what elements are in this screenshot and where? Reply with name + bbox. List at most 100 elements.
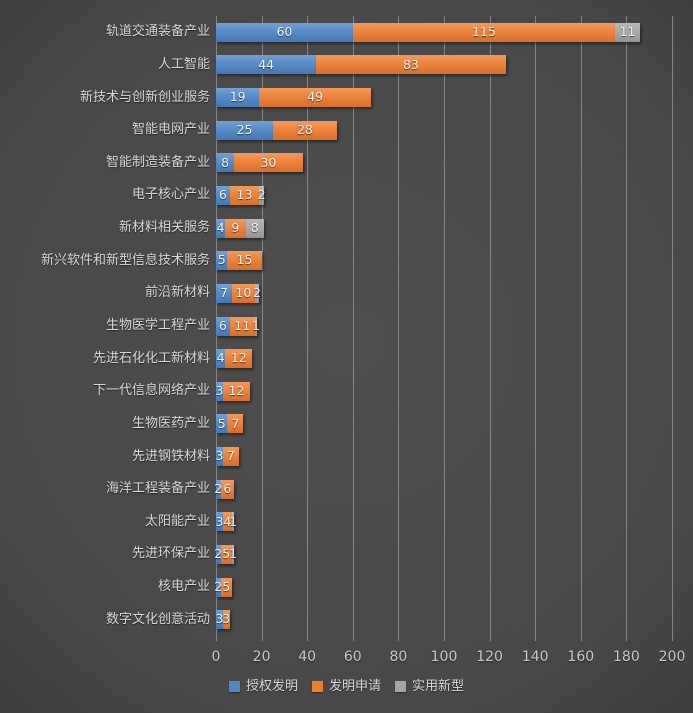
value-label: 6 <box>218 187 227 203</box>
value-label: 30 <box>260 154 277 170</box>
bar-segment-授权发明: 3 <box>215 610 224 630</box>
value-label: 4 <box>216 219 225 235</box>
bar-segment-授权发明: 6 <box>216 316 230 336</box>
bar-segment-实用新型: 1 <box>229 512 237 532</box>
gridline <box>261 16 263 641</box>
bar-segment-发明申请: 10 <box>231 283 255 303</box>
y-axis-category-label: 智能电网产业 <box>131 122 210 138</box>
x-axis-tick-label: 60 <box>343 649 362 665</box>
bar-row: 8 30 <box>216 153 303 173</box>
bar-segment-实用新型: 8 <box>245 218 264 238</box>
bar-segment-授权发明: 4 <box>216 218 226 238</box>
value-label: 7 <box>231 415 240 431</box>
value-label: 28 <box>296 121 313 137</box>
value-label: 5 <box>217 252 226 268</box>
bar-segment-发明申请: 83 <box>316 55 506 75</box>
bar-segment-授权发明: 2 <box>214 544 223 564</box>
legend-label: 发明申请 <box>328 679 381 694</box>
bar-row: 6 11 1 <box>216 316 260 336</box>
bar-row: 4 12 <box>216 349 253 369</box>
gridline <box>626 16 628 641</box>
value-label: 11 <box>234 317 251 333</box>
bar-segment-实用新型: 1 <box>252 316 260 336</box>
bar-segment-授权发明: 2 <box>214 479 223 499</box>
legend-item: 发明申请 <box>311 679 381 694</box>
bar-segment-发明申请: 7 <box>222 447 239 467</box>
bar-segment-授权发明: 19 <box>216 88 260 108</box>
bar-segment-发明申请: 115 <box>352 22 615 42</box>
value-label: 9 <box>231 219 240 235</box>
y-axis-category-label: 生物医学工程产业 <box>105 318 210 333</box>
gridline <box>307 16 309 641</box>
bar-segment-发明申请: 5 <box>220 544 232 564</box>
bar-segment-发明申请: 5 <box>220 577 232 597</box>
bar-segment-发明申请: 28 <box>273 120 337 140</box>
value-label: 44 <box>258 56 275 72</box>
x-axis-tick-label: 20 <box>252 649 271 665</box>
y-axis-category-label: 新兴软件和新型信息技术服务 <box>40 252 210 268</box>
bar-segment-发明申请: 11 <box>229 316 255 336</box>
value-label: 6 <box>223 480 232 496</box>
legend-item: 实用新型 <box>395 680 464 693</box>
gridline <box>535 16 537 641</box>
value-label: 2 <box>214 480 223 496</box>
bar-segment-实用新型: 2 <box>258 185 266 205</box>
bar-segment-实用新型: 2 <box>253 283 261 303</box>
gridline <box>672 16 673 641</box>
value-label: 3 <box>215 383 224 398</box>
value-label: 2 <box>253 285 261 301</box>
bar-segment-授权发明: 3 <box>215 447 224 467</box>
bar-segment-授权发明: 5 <box>216 414 228 434</box>
value-label: 12 <box>228 383 245 398</box>
bar-segment-授权发明: 3 <box>215 381 224 401</box>
x-axis-tick-label: 0 <box>211 649 221 665</box>
bar-row: 60 115 11 <box>216 22 641 42</box>
value-label: 5 <box>222 578 231 594</box>
bar-segment-授权发明: 25 <box>216 120 273 140</box>
bar-row: 25 28 <box>216 120 337 140</box>
x-axis-tick-label: 140 <box>521 649 549 665</box>
y-axis-category-label: 太阳能产业 <box>144 513 210 529</box>
bar-segment-发明申请: 4 <box>222 512 232 532</box>
value-label: 19 <box>229 89 246 105</box>
legend-swatch-icon <box>395 681 406 692</box>
value-label: 13 <box>236 187 253 203</box>
bar-segment-发明申请: 12 <box>222 381 251 401</box>
bar-segment-发明申请: 12 <box>225 349 253 369</box>
bar-segment-发明申请: 9 <box>225 218 246 238</box>
x-axis-tick-label: 80 <box>389 649 408 665</box>
value-label: 49 <box>307 89 324 105</box>
value-label: 6 <box>218 317 227 333</box>
value-label: 8 <box>250 219 259 235</box>
bar-segment-授权发明: 4 <box>216 349 226 369</box>
legend-label: 授权发明 <box>245 679 298 694</box>
value-label: 7 <box>226 448 235 464</box>
y-axis-category-label: 智能制造装备产业 <box>105 154 210 170</box>
bar-segment-发明申请: 7 <box>227 414 244 434</box>
bar-segment-授权发明: 44 <box>216 55 317 75</box>
plot-area: 60 115 11 44 83 19 49 25 28 8 30 6 13 2 4 9 8 5 15 7 10 2 6 11 1… <box>214 16 673 641</box>
bar-row: 3 12 <box>215 381 251 401</box>
y-axis-category-label: 电子核心产业 <box>131 187 210 203</box>
bar-segment-发明申请: 49 <box>259 88 372 108</box>
value-label: 8 <box>221 154 230 170</box>
bar-row: 7 10 2 <box>216 283 261 303</box>
bar-segment-授权发明: 3 <box>215 512 223 532</box>
legend-swatch-icon <box>228 681 240 692</box>
y-axis-category-label: 前沿新材料 <box>144 285 210 301</box>
bar-segment-授权发明: 60 <box>216 22 353 42</box>
value-label: 3 <box>215 448 224 464</box>
value-label: 3 <box>215 611 224 627</box>
value-label: 2 <box>214 546 223 562</box>
value-label: 3 <box>222 611 231 627</box>
bar-segment-实用新型: 1 <box>229 544 237 564</box>
bar-segment-授权发明: 8 <box>216 153 235 173</box>
bar-segment-发明申请: 13 <box>229 185 260 205</box>
value-label: 7 <box>220 285 228 301</box>
